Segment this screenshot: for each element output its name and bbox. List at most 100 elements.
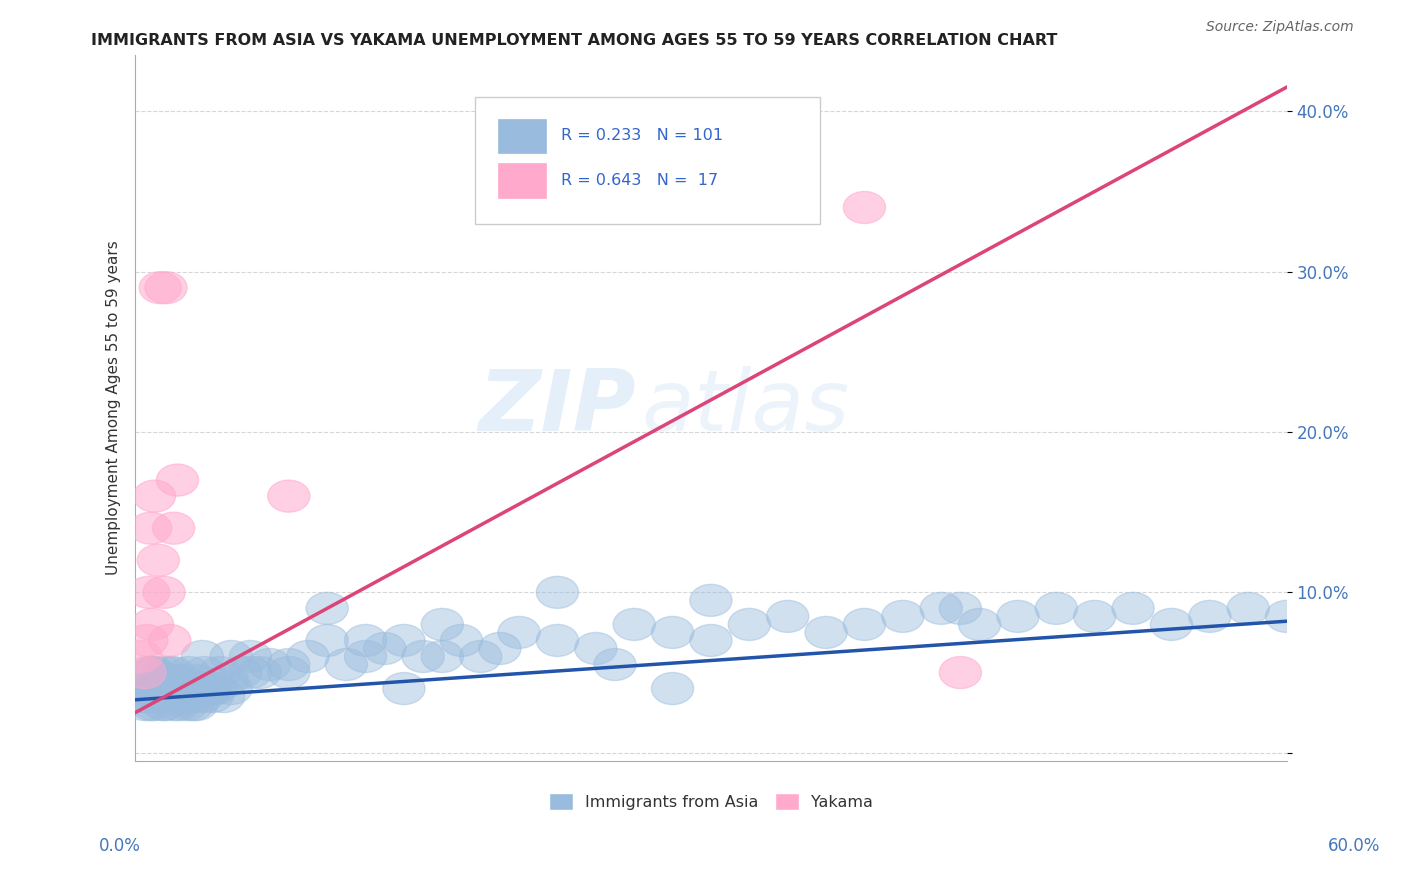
- Ellipse shape: [229, 640, 271, 673]
- Ellipse shape: [382, 624, 425, 657]
- Ellipse shape: [145, 673, 187, 705]
- Ellipse shape: [162, 673, 204, 705]
- Ellipse shape: [239, 657, 281, 689]
- Ellipse shape: [202, 681, 245, 713]
- Ellipse shape: [536, 624, 578, 657]
- Ellipse shape: [460, 640, 502, 673]
- Ellipse shape: [651, 673, 693, 705]
- Ellipse shape: [422, 640, 464, 673]
- Ellipse shape: [172, 673, 214, 705]
- Ellipse shape: [593, 648, 636, 681]
- Ellipse shape: [170, 673, 212, 705]
- Text: IMMIGRANTS FROM ASIA VS YAKAMA UNEMPLOYMENT AMONG AGES 55 TO 59 YEARS CORRELATIO: IMMIGRANTS FROM ASIA VS YAKAMA UNEMPLOYM…: [91, 33, 1057, 48]
- Ellipse shape: [651, 616, 693, 648]
- Ellipse shape: [124, 689, 166, 721]
- Ellipse shape: [766, 600, 808, 632]
- Ellipse shape: [120, 640, 162, 673]
- Ellipse shape: [498, 616, 540, 648]
- Text: 60.0%: 60.0%: [1327, 837, 1381, 855]
- Ellipse shape: [139, 272, 181, 303]
- Ellipse shape: [267, 480, 309, 512]
- Text: ZIP: ZIP: [478, 367, 636, 450]
- Ellipse shape: [166, 689, 208, 721]
- Ellipse shape: [1188, 600, 1230, 632]
- Ellipse shape: [195, 673, 238, 705]
- Ellipse shape: [152, 665, 195, 697]
- Ellipse shape: [143, 657, 186, 689]
- FancyBboxPatch shape: [475, 97, 820, 225]
- Ellipse shape: [191, 673, 233, 705]
- Ellipse shape: [172, 689, 214, 721]
- Ellipse shape: [728, 608, 770, 640]
- Ellipse shape: [162, 681, 204, 713]
- Ellipse shape: [207, 665, 249, 697]
- Ellipse shape: [128, 673, 170, 705]
- Ellipse shape: [149, 657, 191, 689]
- Ellipse shape: [209, 640, 252, 673]
- Ellipse shape: [364, 632, 406, 665]
- Ellipse shape: [344, 624, 387, 657]
- Ellipse shape: [160, 665, 202, 697]
- Ellipse shape: [1112, 592, 1154, 624]
- Ellipse shape: [939, 657, 981, 689]
- Ellipse shape: [844, 608, 886, 640]
- Ellipse shape: [152, 689, 195, 721]
- Text: R = 0.643   N =  17: R = 0.643 N = 17: [561, 172, 718, 187]
- Ellipse shape: [1074, 600, 1116, 632]
- Ellipse shape: [307, 624, 349, 657]
- Ellipse shape: [177, 665, 219, 697]
- Ellipse shape: [152, 512, 195, 544]
- Ellipse shape: [167, 657, 209, 689]
- Text: Source: ZipAtlas.com: Source: ZipAtlas.com: [1206, 20, 1354, 34]
- Y-axis label: Unemployment Among Ages 55 to 59 years: Unemployment Among Ages 55 to 59 years: [107, 241, 121, 575]
- Ellipse shape: [382, 673, 425, 705]
- Ellipse shape: [229, 657, 271, 689]
- Ellipse shape: [124, 681, 166, 713]
- Ellipse shape: [267, 657, 309, 689]
- Ellipse shape: [150, 673, 193, 705]
- Ellipse shape: [129, 657, 172, 689]
- Ellipse shape: [129, 512, 172, 544]
- Ellipse shape: [690, 584, 733, 616]
- Ellipse shape: [198, 657, 240, 689]
- Ellipse shape: [187, 673, 229, 705]
- Ellipse shape: [536, 576, 578, 608]
- Ellipse shape: [1265, 600, 1308, 632]
- Ellipse shape: [143, 689, 186, 721]
- Ellipse shape: [882, 600, 924, 632]
- FancyBboxPatch shape: [498, 163, 547, 198]
- Ellipse shape: [422, 608, 464, 640]
- Ellipse shape: [131, 608, 174, 640]
- Ellipse shape: [287, 640, 329, 673]
- Ellipse shape: [159, 689, 201, 721]
- Ellipse shape: [249, 648, 291, 681]
- Ellipse shape: [124, 657, 166, 689]
- Ellipse shape: [690, 624, 733, 657]
- Ellipse shape: [191, 681, 233, 713]
- Ellipse shape: [129, 689, 172, 721]
- Ellipse shape: [128, 576, 170, 608]
- Ellipse shape: [143, 689, 186, 721]
- Ellipse shape: [156, 673, 198, 705]
- Ellipse shape: [939, 592, 981, 624]
- Ellipse shape: [172, 681, 214, 713]
- Ellipse shape: [613, 608, 655, 640]
- Ellipse shape: [1150, 608, 1192, 640]
- Ellipse shape: [959, 608, 1001, 640]
- Ellipse shape: [219, 657, 262, 689]
- Ellipse shape: [479, 632, 522, 665]
- Ellipse shape: [575, 632, 617, 665]
- Ellipse shape: [806, 616, 848, 648]
- Ellipse shape: [209, 673, 252, 705]
- Ellipse shape: [165, 673, 207, 705]
- Ellipse shape: [146, 681, 188, 713]
- Ellipse shape: [180, 673, 222, 705]
- Ellipse shape: [344, 640, 387, 673]
- FancyBboxPatch shape: [498, 119, 547, 153]
- Ellipse shape: [125, 624, 167, 657]
- Ellipse shape: [134, 689, 176, 721]
- Ellipse shape: [143, 576, 186, 608]
- Ellipse shape: [155, 681, 197, 713]
- Ellipse shape: [134, 480, 176, 512]
- Ellipse shape: [145, 272, 187, 303]
